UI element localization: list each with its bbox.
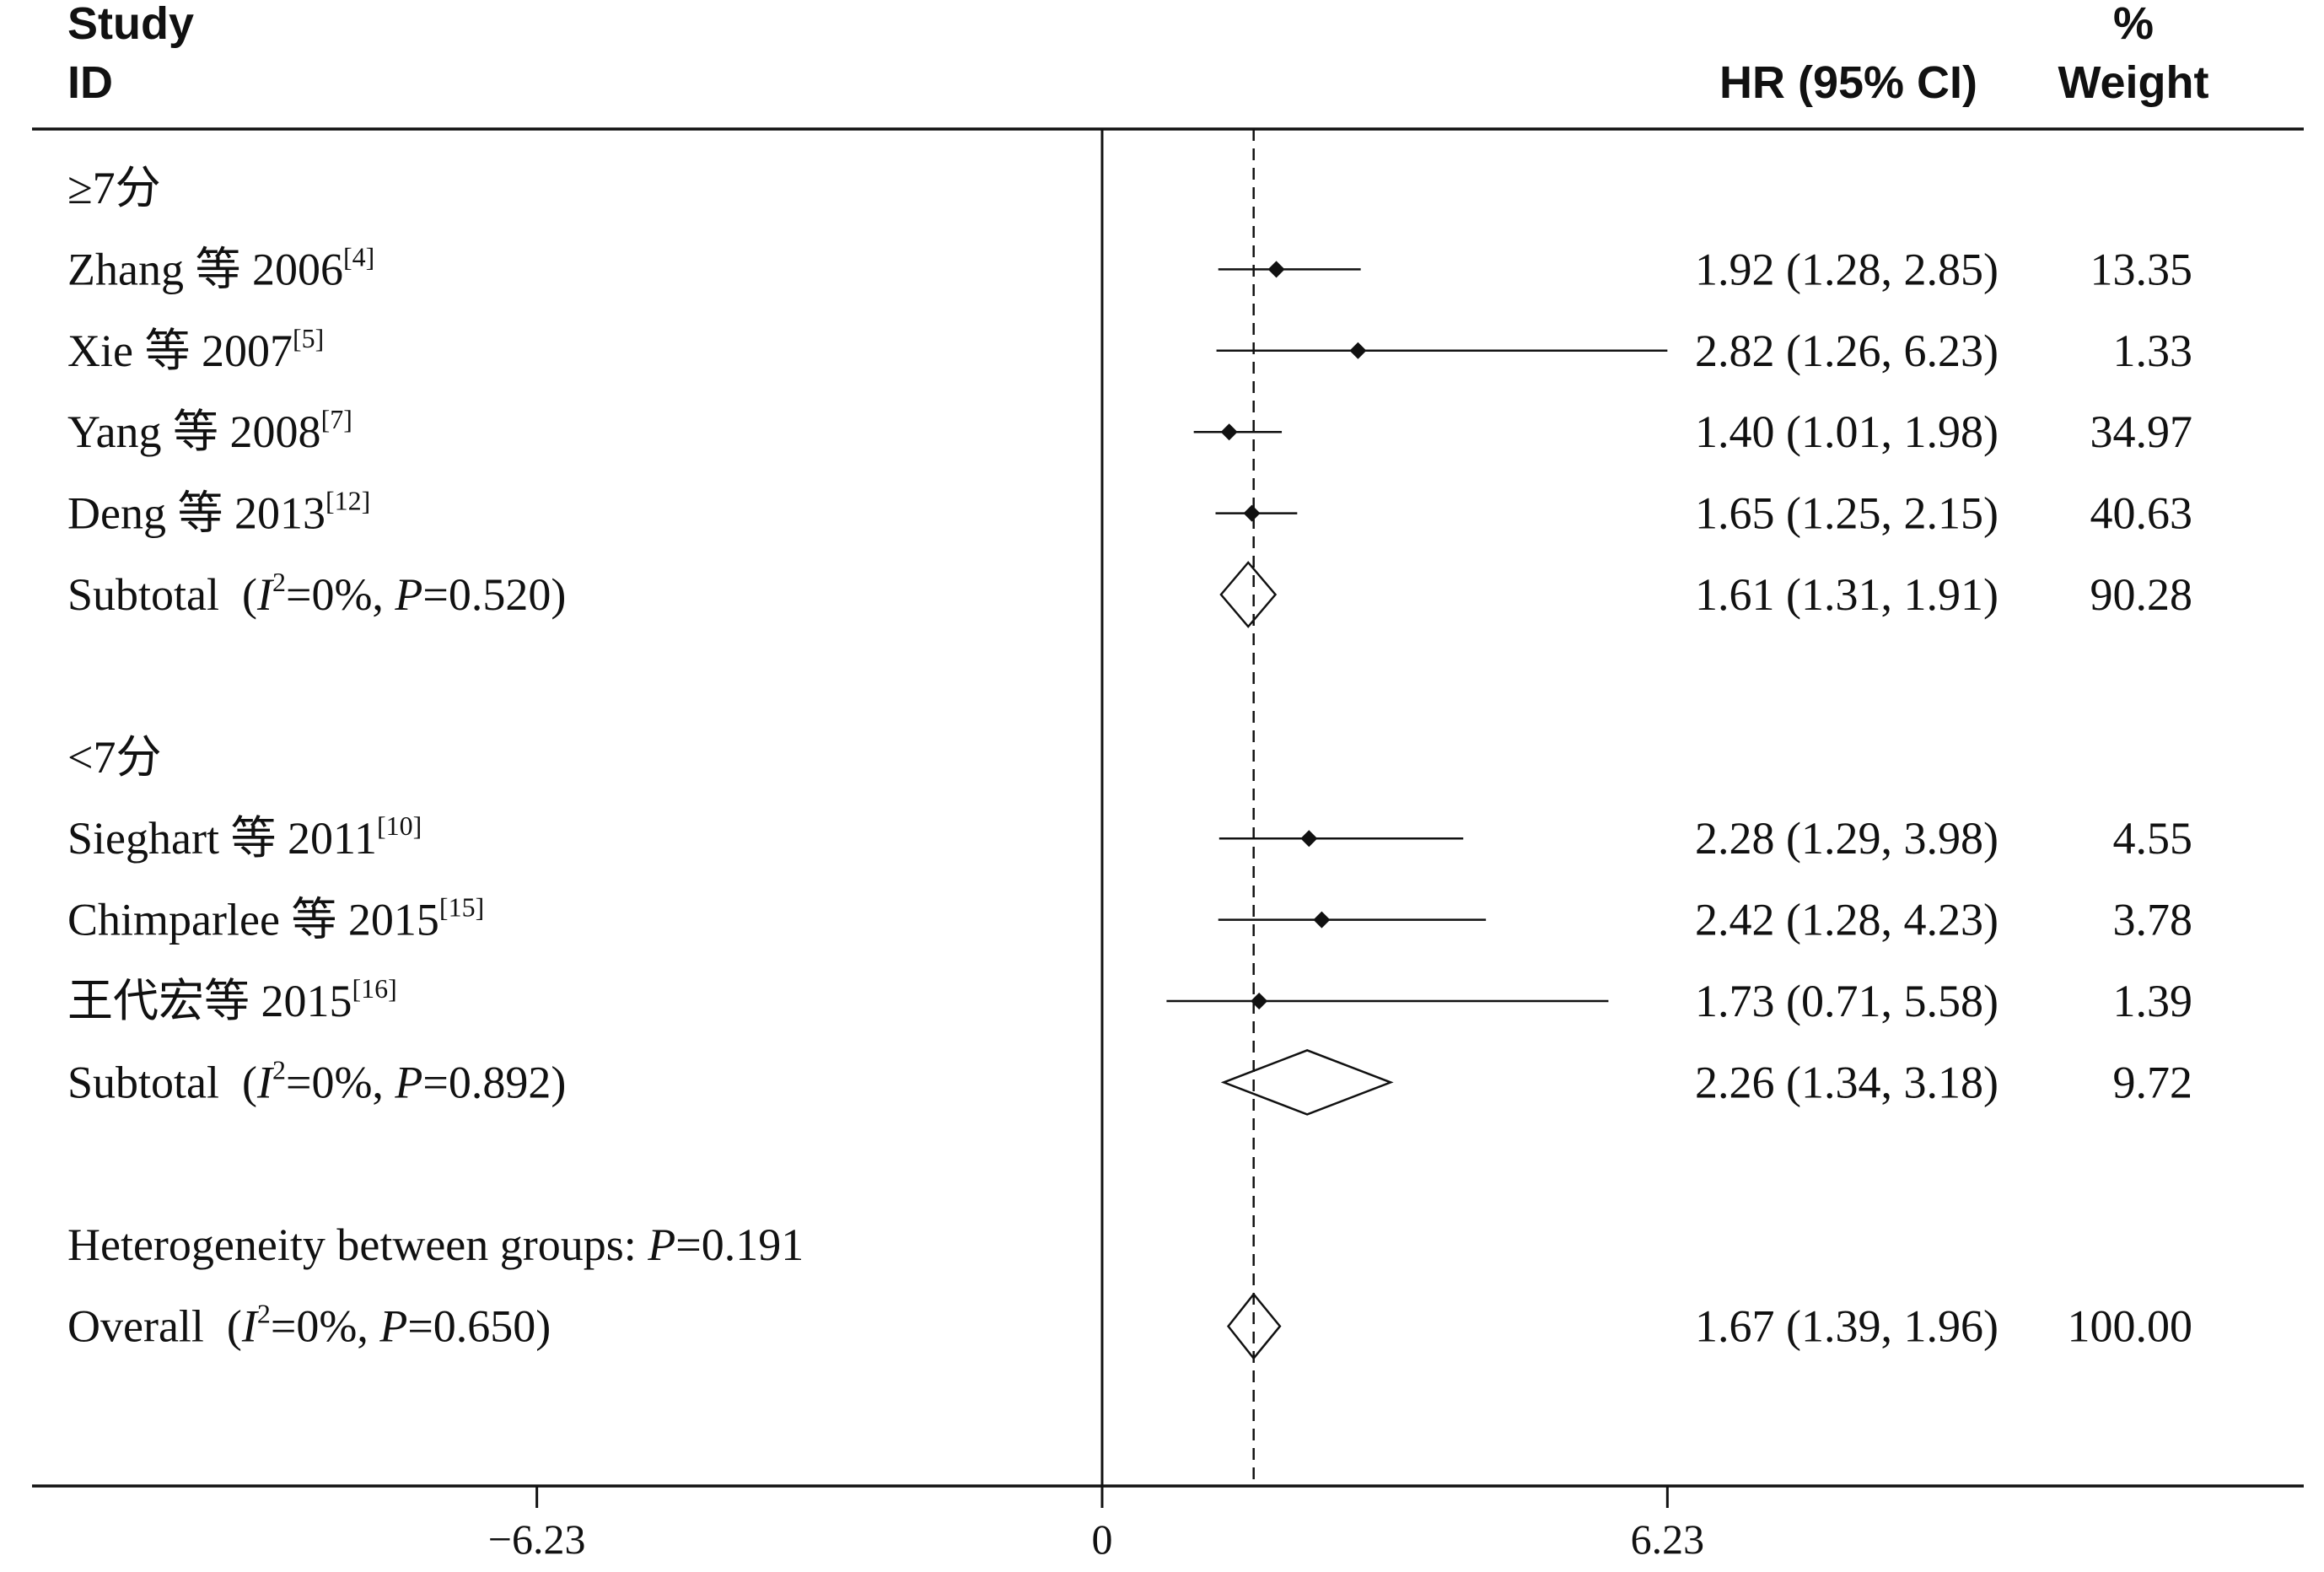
weight-value: 1.33 (2113, 326, 2193, 376)
point-estimate (1267, 261, 1285, 278)
study-label: Zhang 等 2006[4] (67, 241, 374, 294)
heterogeneity-note: Heterogeneity between groups: P=0.191 (67, 1219, 804, 1270)
subgroup-label: ≥7分 (67, 163, 161, 213)
point-estimate (1243, 504, 1261, 522)
study-label: Deng 等 2013[12] (67, 486, 370, 539)
hr-ci-value: 2.26 (1.34, 3.18) (1695, 1057, 1999, 1107)
hr-ci-value: 2.28 (1.29, 3.98) (1695, 813, 1999, 864)
subtotal-label: Subtotal (I2=0%, P=0.892) (67, 1054, 566, 1107)
weight-value: 34.97 (2090, 406, 2193, 457)
weight-value: 13.35 (2090, 244, 2193, 294)
weight-value: 90.28 (2090, 569, 2193, 620)
study-label: 王代宏等 2015[16] (67, 973, 397, 1026)
subgroup-label: <7分 (67, 732, 161, 783)
study-label: Xie 等 2007[5] (67, 323, 324, 376)
weight-value: 9.72 (2113, 1057, 2193, 1107)
point-estimate (1300, 830, 1318, 848)
header-hr-ci: HR (95% CI) (1719, 57, 1977, 108)
hr-ci-value: 2.42 (1.28, 4.23) (1695, 895, 1999, 945)
point-estimate (1349, 342, 1367, 359)
x-tick-label: 0 (1092, 1515, 1113, 1563)
header-study: Study (67, 0, 194, 49)
plot-area: −6.23 0 6.23 ≥7分 Zhang 等 2006[4] 1.92 (1.28, … (67, 129, 2192, 1563)
hr-ci-value: 1.67 (1.39, 1.96) (1695, 1301, 1999, 1352)
pooled-diamond (1226, 1292, 1282, 1360)
study-label: Chimparlee 等 2015[15] (67, 892, 484, 945)
hr-ci-value: 1.73 (0.71, 5.58) (1695, 976, 1999, 1026)
hr-ci-value: 1.61 (1.31, 1.91) (1695, 569, 1999, 620)
point-estimate (1251, 993, 1268, 1009)
study-label: Yang 等 2008[7] (67, 404, 352, 457)
weight-value: 3.78 (2113, 895, 2193, 945)
weight-value: 100.00 (2068, 1301, 2193, 1352)
hr-ci-value: 1.92 (1.28, 2.85) (1695, 244, 1999, 294)
x-tick-label: −6.23 (488, 1515, 586, 1563)
pooled-diamond (1219, 561, 1278, 628)
header-id: ID (67, 57, 113, 108)
weight-value: 1.39 (2113, 976, 2193, 1026)
hr-ci-value: 2.82 (1.26, 6.23) (1695, 326, 1999, 376)
weight-value: 4.55 (2113, 813, 2193, 864)
hr-ci-value: 1.40 (1.01, 1.98) (1695, 406, 1999, 457)
subtotal-label: Overall (I2=0%, P=0.650) (67, 1299, 551, 1352)
weight-value: 40.63 (2090, 488, 2193, 539)
point-estimate (1313, 911, 1331, 929)
header-percent: % (2113, 0, 2154, 49)
study-label: Sieghart 等 2011[10] (67, 810, 422, 864)
x-tick-label: 6.23 (1631, 1515, 1705, 1563)
header-weight: Weight (2058, 57, 2209, 108)
pooled-diamond (1220, 1049, 1394, 1116)
hr-ci-value: 1.65 (1.25, 2.15) (1695, 488, 1999, 539)
point-estimate (1220, 423, 1238, 441)
subtotal-label: Subtotal (I2=0%, P=0.520) (67, 567, 566, 620)
